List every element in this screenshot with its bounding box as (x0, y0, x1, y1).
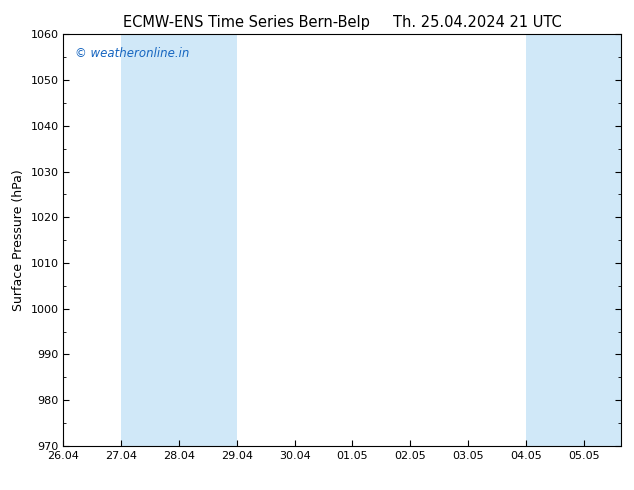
Bar (179, 34, 237, 446)
Text: © weatheronline.in: © weatheronline.in (75, 47, 189, 60)
Bar (584, 34, 621, 446)
Title: ECMW-ENS Time Series Bern-Belp     Th. 25.04.2024 21 UTC: ECMW-ENS Time Series Bern-Belp Th. 25.04… (123, 15, 562, 30)
Bar (121, 34, 179, 446)
Y-axis label: Surface Pressure (hPa): Surface Pressure (hPa) (12, 169, 25, 311)
Bar (526, 34, 584, 446)
